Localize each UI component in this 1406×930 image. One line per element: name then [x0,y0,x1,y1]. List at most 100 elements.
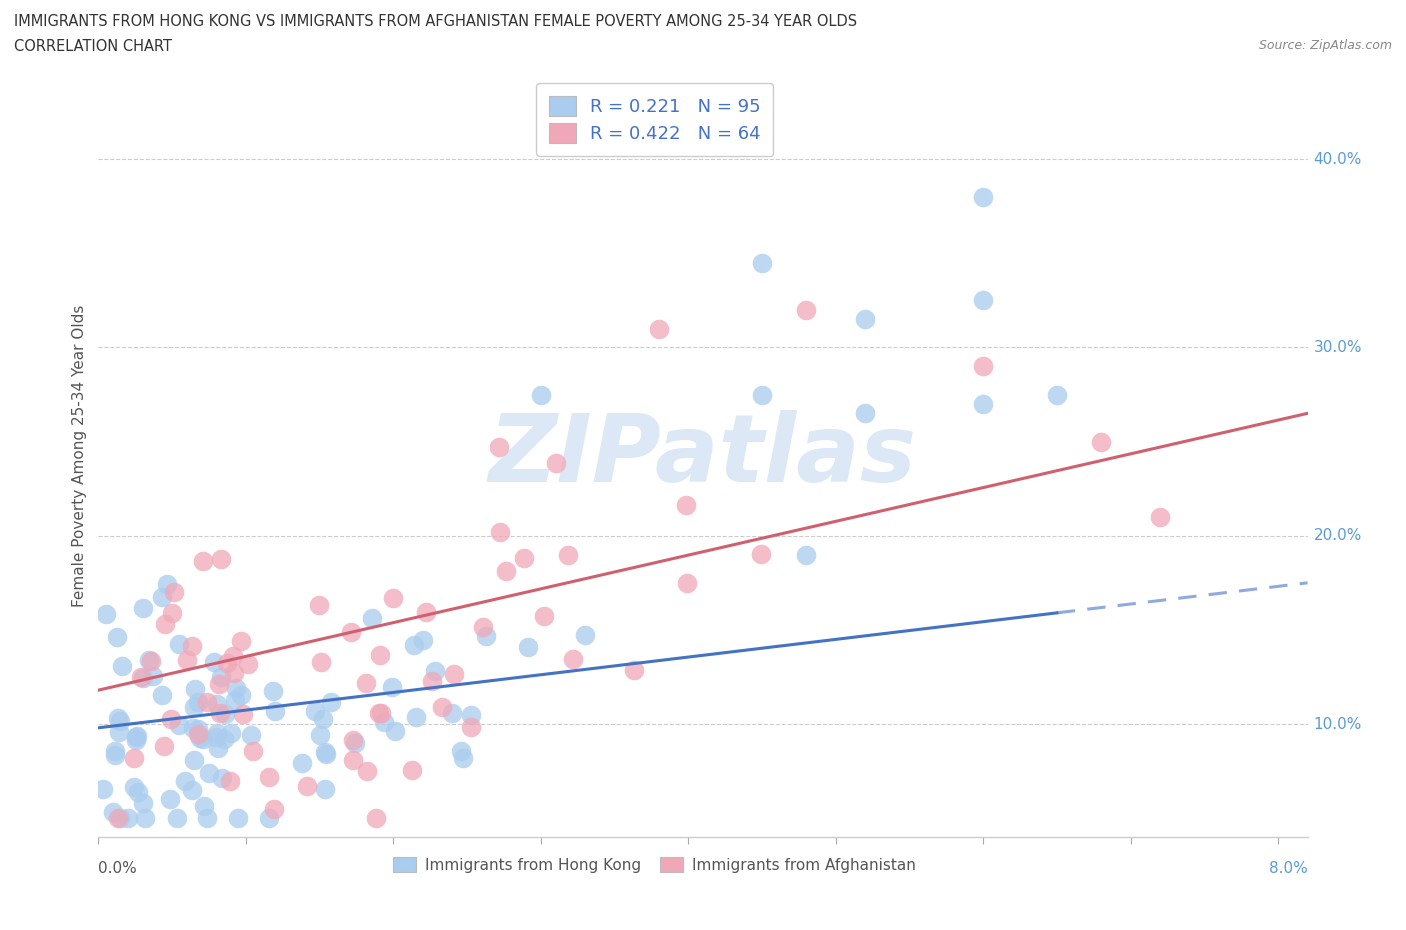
Point [314,782,336,797]
Point [533,608,555,623]
Text: 8.0%: 8.0% [1268,861,1308,876]
Point [311,655,333,670]
Point [107,711,129,725]
Point [425,663,447,678]
Point [209,705,232,720]
Point [138,653,160,668]
Point [202,655,225,670]
Point [257,811,280,826]
Point [94,606,117,621]
Point [193,553,215,568]
Point [648,321,671,336]
Point [125,728,148,743]
Text: CORRELATION CHART: CORRELATION CHART [14,39,172,54]
Point [853,405,876,420]
Point [125,732,148,747]
Point [972,359,994,374]
Point [218,774,240,789]
Point [367,706,389,721]
Point [676,576,699,591]
Point [342,752,364,767]
Point [321,695,343,710]
Point [163,585,186,600]
Point [364,811,387,826]
Point [104,743,127,758]
Point [264,703,287,718]
Point [972,293,994,308]
Point [314,744,336,759]
Point [495,564,517,578]
Point [342,733,364,748]
Point [211,771,233,786]
Point [183,700,205,715]
Point [209,551,232,566]
Point [224,692,246,707]
Text: Source: ZipAtlas.com: Source: ZipAtlas.com [1258,39,1392,52]
Point [167,717,190,732]
Point [308,598,330,613]
Point [451,751,474,766]
Point [209,670,232,684]
Point [105,630,128,644]
Text: ZIPatlas: ZIPatlas [489,410,917,501]
Point [160,605,183,620]
Point [205,725,228,740]
Point [207,676,229,691]
Point [111,658,134,673]
Point [489,525,512,539]
Point [217,656,239,671]
Point [304,704,326,719]
Point [184,681,207,696]
Point [159,791,181,806]
Point [108,811,131,826]
Point [972,190,994,205]
Point [183,753,205,768]
Point [373,714,395,729]
Point [309,727,332,742]
Y-axis label: Female Poverty Among 25-34 Year Olds: Female Poverty Among 25-34 Year Olds [72,304,87,607]
Point [972,396,994,411]
Point [159,711,181,726]
Point [432,699,454,714]
Point [197,765,219,780]
Point [263,802,285,817]
Text: 20.0%: 20.0% [1313,528,1362,543]
Point [368,647,391,662]
Point [132,671,155,685]
Point [204,729,226,744]
Point [212,732,235,747]
Point [188,731,211,746]
Point [512,551,534,565]
Point [443,667,465,682]
Point [751,387,773,402]
Point [219,725,242,740]
Text: 30.0%: 30.0% [1313,340,1362,355]
Point [166,811,188,826]
Point [91,781,114,796]
Point [222,666,245,681]
Point [229,687,252,702]
Point [382,591,405,605]
Point [240,728,263,743]
Point [131,670,153,684]
Point [356,764,378,778]
Point [1149,510,1171,525]
Point [257,769,280,784]
Point [312,712,335,727]
Point [231,633,253,648]
Point [354,675,377,690]
Point [1046,387,1069,402]
Point [187,695,209,710]
Point [562,651,585,666]
Point [225,680,247,695]
Legend: Immigrants from Hong Kong, Immigrants from Afghanistan: Immigrants from Hong Kong, Immigrants fr… [387,851,922,879]
Point [134,811,156,826]
Point [420,673,443,688]
Point [236,656,259,671]
Point [103,804,125,819]
Point [156,577,179,591]
Point [117,811,139,826]
Point [191,731,214,746]
Point [226,811,249,826]
Point [530,387,553,402]
